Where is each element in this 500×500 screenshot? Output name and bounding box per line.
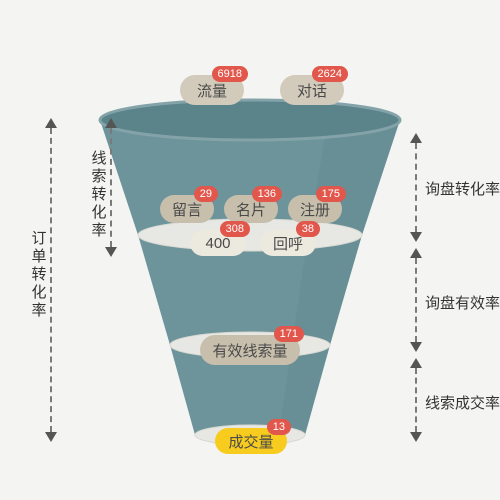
funnel-diagram: 流量6918 对话2624 留言29 名片136 注册175 400308 回呼38 有效线索… xyxy=(0,0,500,500)
pill-top-1: 对话2624 xyxy=(280,75,344,105)
right-arrow-0 xyxy=(415,135,417,240)
pill-bottom-badge: 13 xyxy=(267,419,291,435)
pill-mid-label: 有效线索量 xyxy=(212,340,287,361)
right-label-0: 询盘转化率 xyxy=(425,178,500,199)
pill-r2-1-badge: 38 xyxy=(296,221,320,237)
pill-r1-0: 留言29 xyxy=(160,195,214,223)
pill-top-0-badge: 6918 xyxy=(212,66,248,82)
pill-r1-0-badge: 29 xyxy=(194,186,218,202)
pill-top-0-label: 流量 xyxy=(197,80,227,101)
pill-r1-1: 名片136 xyxy=(224,195,278,223)
right-label-1: 询盘有效率 xyxy=(425,292,500,313)
pill-r1-2-badge: 175 xyxy=(316,186,346,202)
funnel-svg xyxy=(0,0,500,500)
pill-r2-0-label: 400 xyxy=(205,235,230,252)
pill-r2-1: 回呼38 xyxy=(260,230,316,256)
pill-mid: 有效线索量171 xyxy=(200,335,300,365)
pill-bottom: 成交量13 xyxy=(215,428,287,454)
pill-mid-badge: 171 xyxy=(274,326,304,342)
pill-top-1-badge: 2624 xyxy=(312,66,348,82)
pill-bottom-label: 成交量 xyxy=(228,431,273,452)
pill-r2-0: 400308 xyxy=(190,230,246,256)
left-label-0: 订单转化率 xyxy=(30,230,48,320)
left-arrow-0 xyxy=(50,120,52,440)
left-arrow-1 xyxy=(110,120,112,255)
pill-top-1-label: 对话 xyxy=(297,80,327,101)
left-label-1: 线索转化率 xyxy=(90,150,108,240)
pill-r2-0-badge: 308 xyxy=(220,221,250,237)
pill-r1-2: 注册175 xyxy=(288,195,342,223)
pill-r1-1-badge: 136 xyxy=(252,186,282,202)
right-arrow-2 xyxy=(415,360,417,440)
pill-r2-1-label: 回呼 xyxy=(273,233,303,254)
right-label-2: 线索成交率 xyxy=(425,392,500,413)
pill-r1-0-label: 留言 xyxy=(172,199,202,220)
pill-top-0: 流量6918 xyxy=(180,75,244,105)
right-arrow-1 xyxy=(415,250,417,350)
